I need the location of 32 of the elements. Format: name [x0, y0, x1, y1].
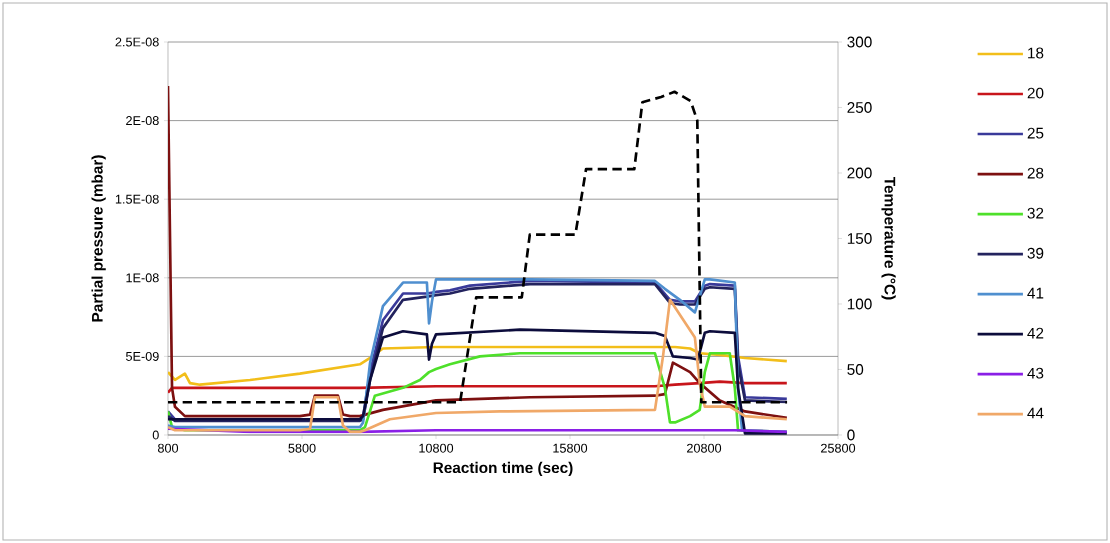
x-tick-label: 5800 [288, 443, 316, 453]
legend-label: 41 [1027, 287, 1044, 299]
x-tick-label: 20800 [687, 443, 722, 453]
y2-tick-label: 100 [847, 298, 872, 310]
y-tick-label: 1.5E-08 [115, 194, 159, 204]
legend-label: 39 [1027, 247, 1044, 259]
y-tick-label: 5E-09 [125, 351, 159, 361]
legend-label: 43 [1027, 367, 1044, 379]
x-tick-label: 800 [157, 443, 179, 453]
y2-tick-label: 50 [847, 364, 864, 375]
y2-tick-label: 250 [847, 102, 872, 113]
x-axis-title: Reaction time (sec) [433, 461, 573, 477]
legend-label: 18 [1028, 47, 1044, 59]
legend-label: 32 [1027, 207, 1044, 219]
x-tick-label: 25800 [821, 443, 856, 453]
x-tick-label: 10800 [419, 443, 454, 453]
legend-label: 42 [1027, 327, 1044, 339]
legend-label: 28 [1027, 167, 1044, 179]
y-axis-title: Partial pressure (mbar) [91, 155, 106, 322]
y-tick-label: 2E-08 [126, 116, 159, 126]
x-tick-label: 15800 [553, 443, 588, 453]
legend-label: 44 [1027, 407, 1044, 419]
legend-label: 20 [1027, 87, 1044, 99]
y-tick-label: 2.5E-08 [115, 37, 159, 47]
y2-tick-label: 200 [847, 167, 872, 179]
y2-axis-title: Temperature (°C) [881, 176, 896, 300]
y2-tick-label: 0 [847, 429, 855, 441]
y2-tick-label: 300 [847, 36, 872, 48]
y2-tick-label: 150 [847, 233, 872, 244]
legend-label: 25 [1027, 127, 1044, 139]
y-tick-label: 1E-08 [126, 273, 159, 283]
y-tick-label: 0 [152, 430, 159, 440]
